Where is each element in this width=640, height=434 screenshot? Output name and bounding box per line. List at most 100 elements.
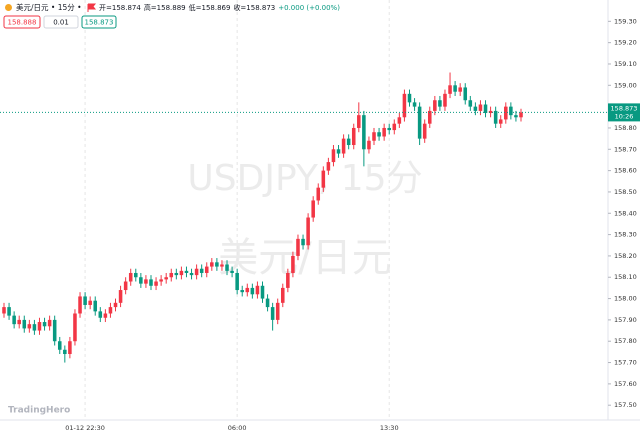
candle-body: [382, 127, 386, 137]
candle-body: [458, 87, 462, 92]
candle-body: [7, 307, 11, 316]
order-text[interactable]: 158.873: [85, 19, 114, 27]
candle-body: [412, 102, 417, 107]
candle-body: [139, 277, 143, 284]
last-price-label: 158.873: [611, 104, 638, 112]
candle-body: [301, 238, 305, 246]
candle-body: [113, 302, 118, 308]
candle-body: [407, 93, 412, 103]
candle-body: [296, 238, 300, 256]
candle-body: [504, 106, 508, 120]
candle-body: [433, 100, 437, 111]
y-tick-label: 158.50: [614, 188, 637, 196]
y-tick-label: 158.80: [614, 124, 637, 132]
ohlc-value: 开=158.874: [99, 4, 141, 12]
candle-body: [483, 104, 488, 114]
y-tick-label: 157.60: [614, 380, 637, 388]
candle-body: [362, 115, 366, 150]
ohlc-legend: 开=158.874 高=158.889 低=158.869 收=158.873 +0.0…: [99, 3, 340, 12]
candle-body: [377, 132, 381, 137]
y-tick-label: 158.30: [614, 231, 637, 239]
candle-body: [204, 266, 209, 273]
brand: TradingHero: [8, 406, 70, 416]
candle-body: [199, 268, 204, 273]
last-price-box: [608, 103, 640, 122]
candle-body: [134, 272, 138, 278]
candle-body: [57, 341, 62, 350]
candle-body: [52, 319, 57, 342]
candle-body: [68, 341, 72, 355]
candle-body: [443, 93, 447, 107]
y-tick-label: 157.50: [614, 401, 637, 409]
candle-body: [260, 285, 265, 299]
x-tick-label: 13:30: [380, 424, 399, 432]
candle-body: [118, 290, 123, 303]
candle-body: [245, 287, 250, 293]
candle-body: [417, 106, 422, 139]
y-tick-label: 158.70: [614, 145, 637, 153]
y-tick-label: 159.20: [614, 39, 637, 47]
candle-body: [468, 100, 473, 107]
candle-body: [174, 272, 179, 276]
y-tick-label: 158.00: [614, 295, 637, 303]
order-text[interactable]: 158.888: [8, 19, 37, 27]
candle-body: [438, 100, 442, 107]
candle-body: [372, 132, 376, 141]
candle-body: [392, 123, 397, 131]
candle-body: [98, 311, 103, 318]
candle-body: [519, 112, 523, 118]
order-box[interactable]: [3, 15, 41, 29]
candle-body: [422, 123, 427, 139]
y-tick-label: 159.10: [614, 60, 637, 68]
ohlc-value: +0.000 (+0.00%): [278, 4, 340, 12]
order-box[interactable]: [43, 15, 79, 29]
candle-body: [128, 272, 133, 282]
candle-body: [346, 138, 351, 146]
candle-body: [149, 279, 153, 286]
candle-body: [184, 270, 189, 273]
candle-body: [108, 307, 113, 314]
order-box[interactable]: [81, 15, 117, 29]
candle-body: [265, 298, 270, 308]
y-tick-label: 159.30: [614, 17, 637, 25]
candle-body: [473, 106, 478, 111]
candle-body: [93, 300, 98, 312]
candle-body: [235, 272, 239, 291]
candle-body: [225, 264, 229, 271]
ohlc-value: 高=158.889: [144, 3, 186, 12]
candle-body: [2, 307, 6, 314]
candle-body: [215, 262, 219, 267]
candle-body: [286, 272, 290, 288]
candle-body: [17, 319, 21, 325]
x-tick-label: 01-12 22:30: [65, 424, 105, 432]
flag-icon: [87, 3, 97, 12]
candle-body: [341, 138, 346, 154]
candle-body: [250, 287, 255, 295]
candle-body: [194, 268, 199, 276]
candle-body: [255, 285, 260, 295]
candle-body: [164, 277, 168, 280]
candle-body: [331, 149, 336, 163]
y-tick-label: 158.60: [614, 167, 637, 175]
candle-body: [73, 313, 77, 342]
candle-body: [47, 319, 52, 327]
candle-body: [453, 85, 457, 92]
candle-body: [144, 279, 148, 284]
candle-body: [291, 255, 295, 273]
y-tick-label: 157.90: [614, 316, 637, 324]
candle-body: [509, 106, 513, 116]
order-text[interactable]: 0.01: [53, 19, 69, 27]
candle-body: [22, 319, 27, 329]
candle-body: [498, 119, 503, 124]
y-tick-label: 157.70: [614, 359, 637, 367]
candle-body: [42, 322, 47, 327]
candle-body: [154, 281, 158, 286]
candle-body: [210, 262, 214, 267]
candle-body: [78, 296, 82, 314]
watermark: 美元/日元: [218, 235, 391, 281]
last-time-label: 10:26: [615, 112, 634, 120]
candle-body: [488, 110, 493, 114]
